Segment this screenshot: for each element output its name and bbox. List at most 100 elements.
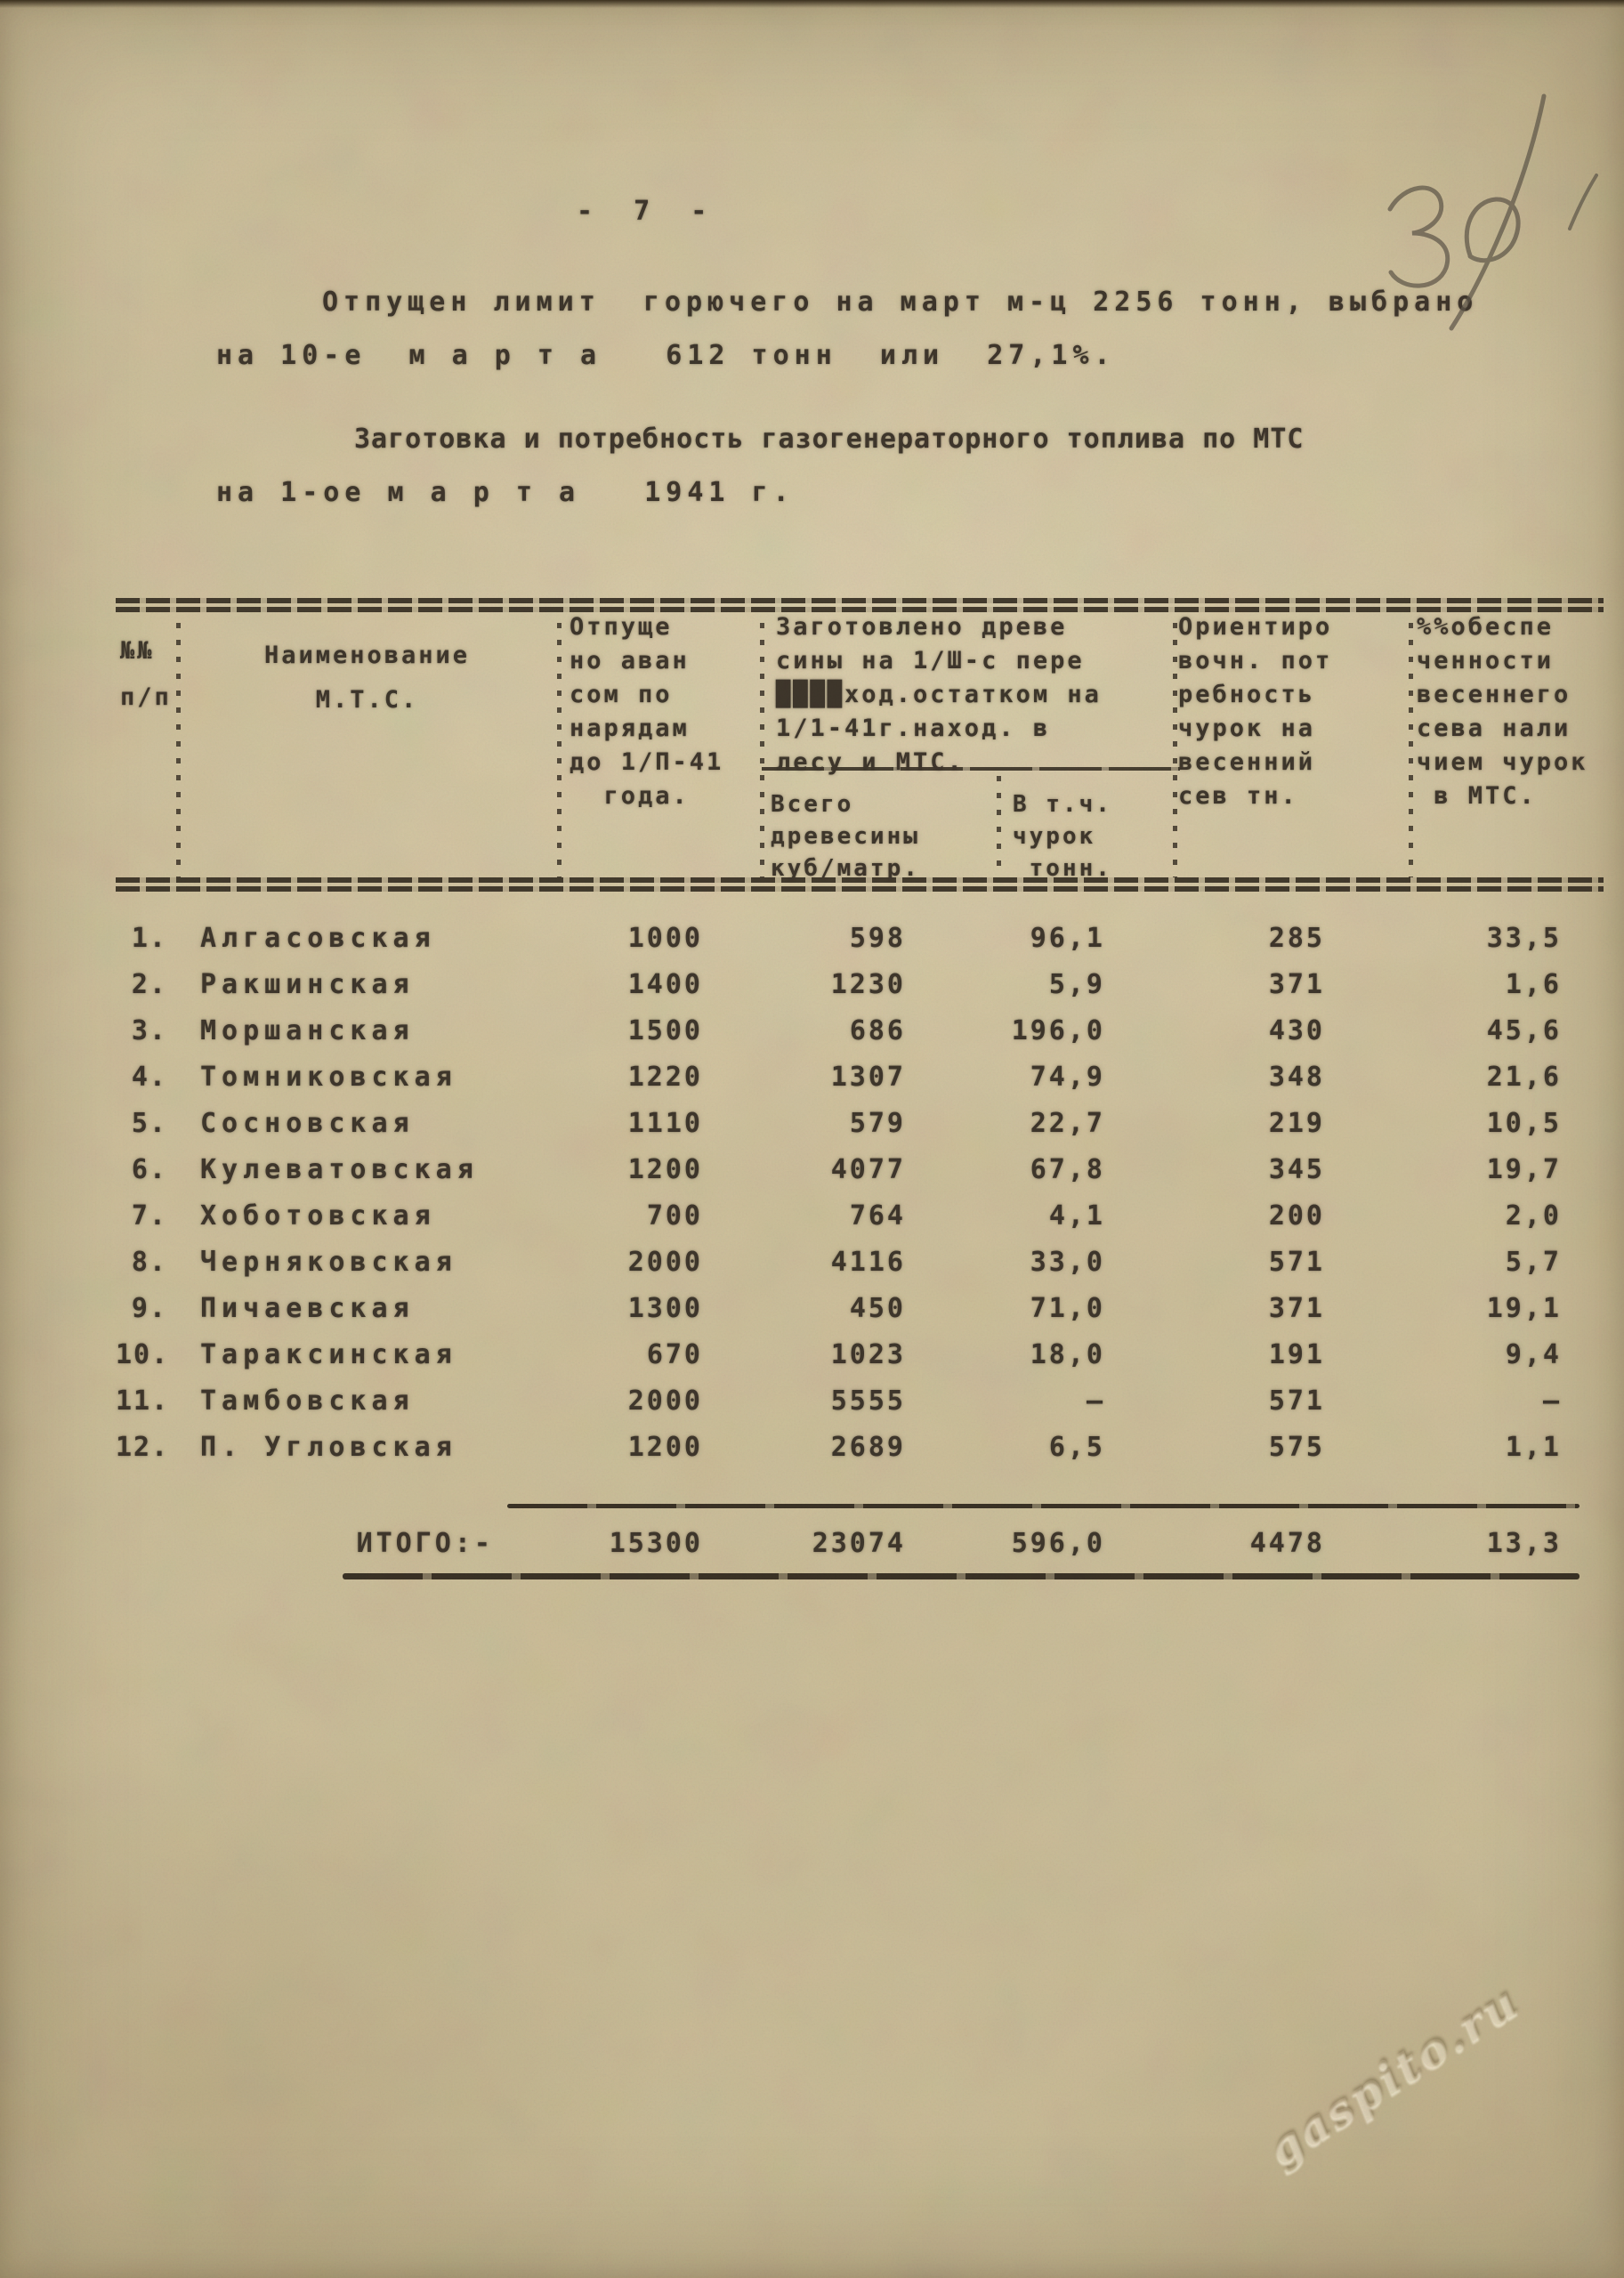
table-row: 12. П. Угловская 1200 2689 6,5 575 1,1 bbox=[116, 1424, 1602, 1470]
header-line: года. bbox=[570, 782, 690, 810]
cell-total-wood: 1307 bbox=[830, 1061, 906, 1093]
cell-spring-need: 219 bbox=[1268, 1107, 1325, 1139]
totals-released: 15300 bbox=[609, 1527, 703, 1559]
header-line: куб/матр. bbox=[771, 855, 920, 882]
header-line: Всего bbox=[771, 791, 854, 818]
cell-row-number: 1. bbox=[131, 922, 167, 954]
header-line: сева нали bbox=[1417, 715, 1571, 742]
subcolumn-divider-dots bbox=[997, 776, 1001, 877]
scan-top-edge bbox=[0, 0, 1624, 8]
header-line: 1/1-41г.наход. в bbox=[776, 715, 1051, 742]
cell-row-number: 5. bbox=[131, 1107, 167, 1139]
header-line: сом по bbox=[570, 681, 673, 708]
cell-mts-name: Тамбовская bbox=[200, 1385, 415, 1417]
header-line: ████ход.остатком на bbox=[776, 681, 1102, 708]
cell-percent-secured: 19,7 bbox=[1486, 1153, 1562, 1185]
cell-released: 1110 bbox=[627, 1107, 703, 1139]
cell-released: 1200 bbox=[627, 1153, 703, 1185]
cell-mts-name: Хоботовская bbox=[200, 1200, 436, 1232]
table-row: 3. Моршанская 1500 686 196,0 430 45,6 bbox=[116, 1007, 1602, 1054]
table-title-line-2: на 1-ое м а р т а 1941 г. bbox=[216, 477, 795, 508]
cell-total-wood: 5555 bbox=[830, 1385, 906, 1417]
totals-row: ИТОГО:- 15300 23074 596,0 4478 13,3 bbox=[116, 1520, 1602, 1566]
header-line: ченности bbox=[1417, 647, 1555, 675]
totals-label: ИТОГО:- bbox=[356, 1527, 494, 1559]
cell-chunks-tons: 74,9 bbox=[1030, 1061, 1105, 1093]
header-line: вочн. пот bbox=[1178, 647, 1333, 675]
header-line: чурок bbox=[1013, 823, 1096, 850]
column-divider-dots bbox=[1409, 623, 1413, 877]
table-row: 7. Хоботовская 700 764 4,1 200 2,0 bbox=[116, 1192, 1602, 1239]
cell-released: 1300 bbox=[627, 1292, 703, 1324]
header-line: до 1/П-41 bbox=[570, 748, 724, 776]
cell-total-wood: 2689 bbox=[830, 1431, 906, 1463]
cell-row-number: 6. bbox=[131, 1153, 167, 1185]
totals-chunks-tons: 596,0 bbox=[1011, 1527, 1105, 1559]
cell-chunks-tons: 196,0 bbox=[1011, 1014, 1105, 1046]
cell-spring-need: 200 bbox=[1268, 1200, 1325, 1232]
cell-released: 2000 bbox=[627, 1246, 703, 1278]
cell-spring-need: 371 bbox=[1268, 1292, 1325, 1324]
cell-total-wood: 450 bbox=[849, 1292, 906, 1324]
table-row: 1. Алгасовская 1000 598 96,1 285 33,5 bbox=[116, 915, 1602, 961]
cell-chunks-tons: 18,0 bbox=[1030, 1338, 1105, 1370]
header-col-percent: %%обеспе ченности весеннего сева нали чием ч… bbox=[1417, 610, 1588, 813]
header-line: №№ bbox=[120, 637, 155, 665]
header-line: тонн. bbox=[1013, 855, 1112, 882]
header-line: сины на 1/Ш-с пере bbox=[776, 647, 1085, 675]
cell-total-wood: 4077 bbox=[830, 1153, 906, 1185]
cell-mts-name: П. Угловская bbox=[200, 1431, 457, 1463]
cell-percent-secured: – bbox=[1542, 1385, 1562, 1417]
totals-top-line bbox=[507, 1504, 1580, 1508]
header-line: весеннего bbox=[1417, 681, 1571, 708]
table-row: 11. Тамбовская 2000 5555 – 571 – bbox=[116, 1377, 1602, 1424]
header-col-num: №№ п/п bbox=[120, 628, 172, 721]
header-line: Заготовлено древе bbox=[776, 613, 1068, 641]
cell-chunks-tons: – bbox=[1086, 1385, 1105, 1417]
header-line: М.Т.С. bbox=[315, 686, 419, 714]
cell-spring-need: 348 bbox=[1268, 1061, 1325, 1093]
cell-released: 1400 bbox=[627, 968, 703, 1000]
intro-line-1: Отпущен лимит горючего на март м-ц 2256 … bbox=[322, 287, 1479, 318]
cell-spring-need: 571 bbox=[1268, 1385, 1325, 1417]
header-line: но аван bbox=[570, 647, 690, 675]
cell-chunks-tons: 67,8 bbox=[1030, 1153, 1105, 1185]
cell-row-number: 8. bbox=[131, 1246, 167, 1278]
table-row: 8. Черняковская 2000 4116 33,0 571 5,7 bbox=[116, 1239, 1602, 1285]
header-line: %%обеспе bbox=[1417, 613, 1555, 641]
header-line: чурок на bbox=[1178, 715, 1316, 742]
header-col-name: Наименование М.Т.С. bbox=[178, 634, 556, 723]
cell-chunks-tons: 4,1 bbox=[1048, 1200, 1105, 1232]
header-line: В т.ч. bbox=[1013, 791, 1112, 818]
cell-row-number: 7. bbox=[131, 1200, 167, 1232]
header-line: сев тн. bbox=[1178, 782, 1298, 810]
cell-row-number: 3. bbox=[131, 1014, 167, 1046]
cell-spring-need: 430 bbox=[1268, 1014, 1325, 1046]
table-row: 4. Томниковская 1220 1307 74,9 348 21,6 bbox=[116, 1054, 1602, 1100]
column-divider-dots bbox=[557, 623, 562, 877]
header-col-need: Ориентиро вочн. пот ребность чурок на весенн… bbox=[1178, 610, 1332, 813]
cell-row-number: 4. bbox=[131, 1061, 167, 1093]
header-line: чием чурок bbox=[1417, 748, 1588, 776]
cell-chunks-tons: 22,7 bbox=[1030, 1107, 1105, 1139]
header-line: п/п bbox=[120, 683, 172, 711]
cell-spring-need: 191 bbox=[1268, 1338, 1325, 1370]
totals-spring-need: 4478 bbox=[1249, 1527, 1325, 1559]
cell-percent-secured: 1,6 bbox=[1505, 968, 1562, 1000]
cell-total-wood: 1230 bbox=[830, 968, 906, 1000]
column-divider-dots bbox=[1173, 623, 1177, 877]
cell-row-number: 12. bbox=[116, 1431, 170, 1463]
cell-released: 1220 bbox=[627, 1061, 703, 1093]
cell-released: 2000 bbox=[627, 1385, 703, 1417]
table-row: 6. Кулеватовская 1200 4077 67,8 345 19,7 bbox=[116, 1146, 1602, 1192]
cell-released: 1200 bbox=[627, 1431, 703, 1463]
table-body: 1. Алгасовская 1000 598 96,1 285 33,5 2.… bbox=[116, 915, 1602, 1470]
cell-mts-name: Ракшинская bbox=[200, 968, 415, 1000]
cell-total-wood: 579 bbox=[849, 1107, 906, 1139]
totals-bottom-line bbox=[343, 1573, 1580, 1579]
table-row: 2. Ракшинская 1400 1230 5,9 371 1,6 bbox=[116, 961, 1602, 1007]
intro-line-2: на 10-е м а р т а 612 тонн или 27,1%. bbox=[216, 340, 1116, 371]
cell-spring-need: 575 bbox=[1268, 1431, 1325, 1463]
header-line: в МТС. bbox=[1417, 782, 1537, 810]
column-divider-dots bbox=[760, 623, 764, 877]
